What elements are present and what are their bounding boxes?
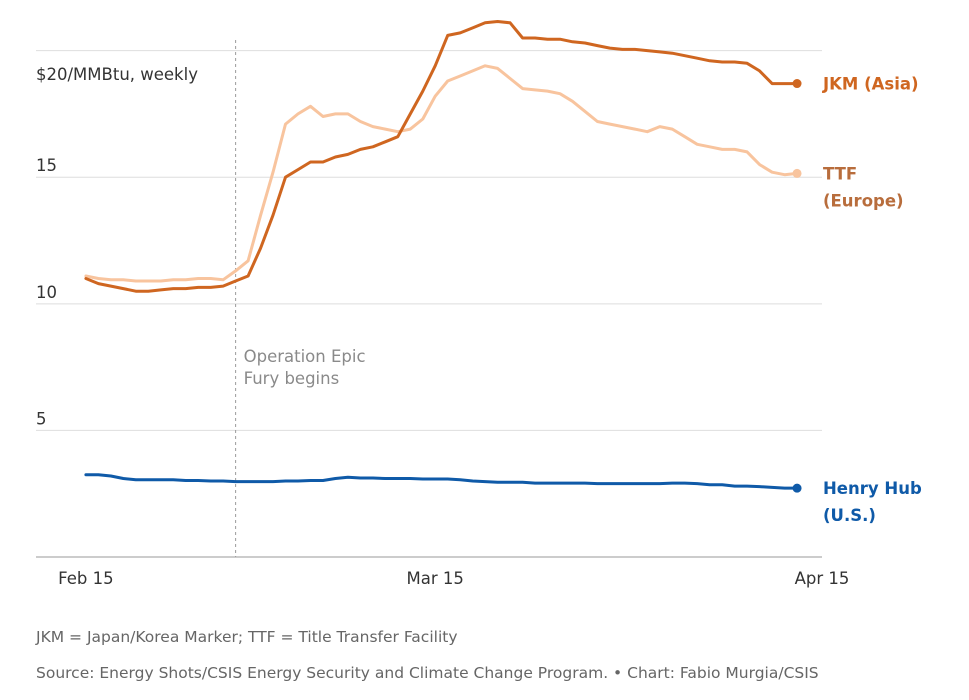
event-annotation: Operation Epic Fury begins: [235, 40, 366, 557]
y-tick-label: 5: [36, 409, 47, 428]
series-lines: [84, 20, 802, 493]
line-chart: Operation Epic Fury begins TTF (Europe) JKM…: [36, 20, 922, 588]
series-label-henry: (U.S.): [823, 506, 876, 525]
x-tick-label: Mar 15: [407, 569, 464, 588]
series-endpoint-ttf: [792, 168, 802, 178]
series-endpoint-henry: [792, 483, 802, 493]
series-labels: TTF (Europe) JKM (Asia) Henry Hub (U.S.): [822, 75, 922, 526]
gridlines: [36, 50, 822, 431]
series-line-ttf: [84, 64, 799, 283]
x-tick-label: Feb 15: [58, 569, 113, 588]
glossary-note: JKM = Japan/Korea Marker; TTF = Title Tr…: [36, 628, 458, 646]
x-tick-label: Apr 15: [795, 569, 850, 588]
series-line-henry: [84, 473, 799, 490]
series-line-jkm: [84, 20, 799, 293]
series-endpoint-jkm: [792, 79, 802, 89]
y-tick-label: 15: [36, 156, 57, 175]
series-label-jkm: JKM (Asia): [822, 75, 919, 94]
y-unit-label: $20/MMBtu, weekly: [36, 65, 198, 84]
series-label-ttf: (Europe): [823, 191, 904, 210]
source-note: Source: Energy Shots/CSIS Energy Securit…: [36, 664, 819, 682]
annotation-text: Operation Epic: [244, 347, 366, 366]
axis-ticks: 5 10 15 Feb 15 Mar 15 Apr 15: [36, 156, 849, 588]
y-tick-label: 10: [36, 283, 57, 302]
series-label-ttf: TTF: [823, 164, 857, 183]
series-label-henry: Henry Hub: [823, 479, 922, 498]
annotation-text: Fury begins: [244, 369, 340, 388]
